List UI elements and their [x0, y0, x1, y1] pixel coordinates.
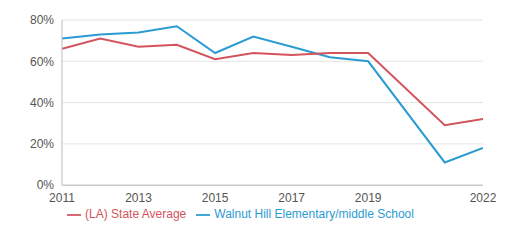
svg-text:60%: 60% [30, 55, 54, 69]
svg-text:0%: 0% [37, 178, 55, 192]
svg-text:2011: 2011 [49, 191, 75, 205]
svg-text:40%: 40% [30, 96, 54, 110]
html-text:Walnut Hill Elementary/middle: Walnut Hill Elementary/middle School [214, 207, 414, 222]
svg-text:20%: 20% [30, 137, 54, 151]
svg-text:2013: 2013 [125, 191, 152, 205]
html-text:(LA) State Average: (LA) State Average [85, 207, 187, 222]
svg-text:2022: 2022 [470, 191, 497, 205]
svg-text:2017: 2017 [278, 191, 305, 205]
svg-text:2015: 2015 [202, 191, 229, 205]
svg-text:80%: 80% [30, 13, 54, 27]
svg-text:2019: 2019 [355, 191, 382, 205]
